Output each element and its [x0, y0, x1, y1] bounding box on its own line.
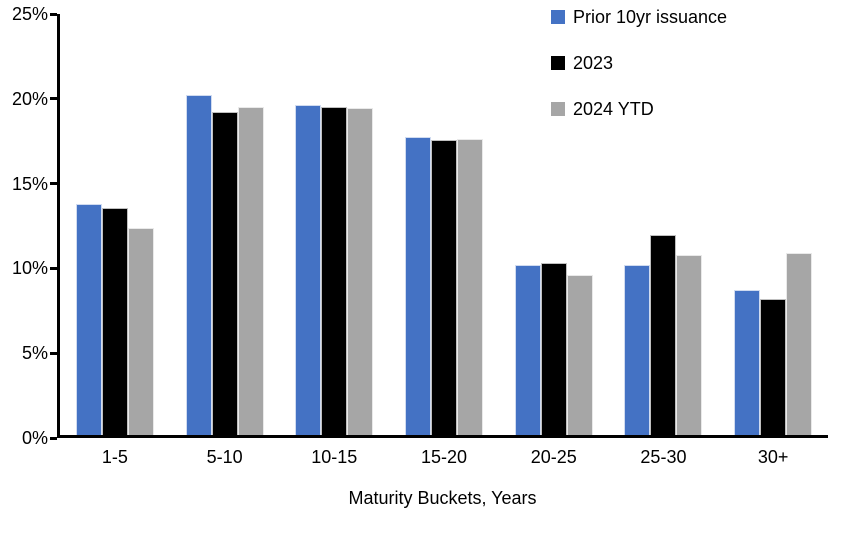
bar [676, 254, 703, 435]
bar [127, 227, 154, 435]
y-axis-tick [50, 351, 57, 355]
bar [295, 104, 322, 435]
y-tick-label: 20% [11, 88, 48, 109]
bar-group [170, 14, 280, 435]
bar [514, 264, 541, 435]
bar [540, 263, 567, 435]
bar [786, 253, 813, 435]
y-axis-tick [50, 12, 57, 16]
x-category-label: 30+ [757, 447, 789, 467]
legend-label: Prior 10yr issuance [573, 7, 728, 27]
y-tick-label: 15% [11, 173, 48, 194]
x-category-label: 20-25 [530, 447, 577, 467]
bar [624, 264, 651, 435]
bar [321, 106, 348, 435]
bar [431, 140, 458, 435]
x-category-label: 25-30 [640, 447, 687, 467]
x-axis-labels: 1-5 5-10 10-15 15-20 20-25 25-30 30+ [60, 446, 828, 468]
y-axis-tick [50, 97, 57, 101]
x-category-label: 15-20 [420, 447, 468, 467]
legend: Prior 10yr issuance 2023 2024 YTD [551, 6, 727, 144]
legend-swatch-series-2 [551, 102, 565, 116]
y-axis-tick [50, 182, 57, 186]
bar-group [499, 14, 609, 435]
legend-label: 2023 [573, 53, 614, 73]
legend-swatch-series-1 [551, 56, 565, 70]
bar-group [609, 14, 719, 435]
bar [185, 94, 212, 435]
bar [347, 108, 374, 435]
bar [75, 204, 102, 435]
legend-item: Prior 10yr issuance [551, 6, 727, 28]
bar [457, 138, 484, 435]
bar-group [718, 14, 828, 435]
bar [650, 234, 677, 435]
y-axis-tick [50, 436, 57, 440]
x-category-label: 10-15 [311, 447, 358, 467]
bar-group [389, 14, 499, 435]
legend-label: 2024 YTD [573, 99, 654, 119]
bar [760, 298, 787, 435]
bar [734, 290, 761, 435]
legend-swatch-series-0 [551, 10, 565, 24]
x-axis-title: Maturity Buckets, Years [348, 488, 537, 508]
y-tick-label: 25% [11, 4, 48, 24]
bar [237, 106, 264, 435]
y-tick-label: 0% [21, 428, 48, 448]
bar-group [60, 14, 170, 435]
bar [405, 136, 432, 435]
bar [211, 111, 238, 435]
legend-item: 2024 YTD [551, 98, 727, 120]
bar-group [279, 14, 389, 435]
plot-area: 0% 5% 10% 15% 20% 25% [12, 4, 828, 448]
legend-item: 2023 [551, 52, 727, 74]
y-tick-label: 10% [11, 258, 48, 279]
y-axis-tick [50, 266, 57, 270]
bar [101, 207, 128, 435]
x-category-label: 5-10 [206, 447, 243, 467]
bar [566, 275, 593, 435]
y-tick-label: 5% [21, 343, 48, 364]
x-category-label: 1-5 [101, 447, 128, 467]
